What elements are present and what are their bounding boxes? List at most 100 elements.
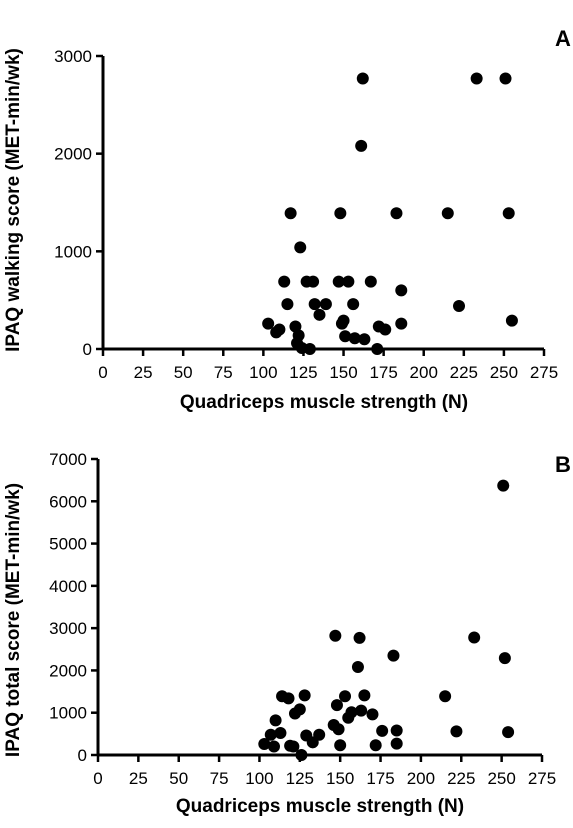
data-point: [502, 207, 515, 220]
data-point: [342, 275, 355, 288]
data-point: [319, 298, 332, 311]
data-point: [287, 740, 300, 753]
data-point: [282, 692, 295, 705]
data-point: [376, 724, 389, 737]
data-point: [308, 298, 321, 311]
y-axis-label-b: IPAQ total score (MET-min/wk): [3, 483, 24, 757]
data-point: [267, 740, 280, 753]
x-tick-label: 25: [134, 363, 153, 382]
data-point: [347, 298, 360, 311]
data-point: [355, 139, 368, 152]
x-tick-label: 275: [528, 769, 556, 788]
data-point: [292, 329, 305, 342]
x-axis-label-a: Quadriceps muscle strength (N): [180, 392, 468, 413]
data-point: [355, 704, 368, 717]
x-tick-label: 250: [490, 363, 518, 382]
y-tick-label: 1000: [49, 704, 87, 723]
data-point: [278, 275, 291, 288]
data-point: [345, 706, 358, 719]
data-point: [497, 479, 510, 492]
x-tick-label: 150: [329, 363, 357, 382]
y-tick-label: 5000: [49, 535, 87, 554]
data-point: [505, 314, 518, 327]
data-point: [358, 333, 371, 346]
data-point: [390, 737, 403, 750]
data-point: [313, 308, 326, 321]
panel-b: B IPAQ total score (MET-min/wk) Quadrice…: [3, 450, 571, 817]
y-tick-label: 3000: [54, 47, 92, 66]
y-tick-label: 6000: [49, 492, 87, 511]
panel-label-a: A: [555, 26, 571, 51]
data-point: [364, 275, 377, 288]
data-point: [371, 343, 384, 355]
data-point: [329, 629, 342, 642]
data-point: [453, 300, 466, 313]
data-point: [468, 631, 481, 644]
x-tick-label: 275: [530, 363, 558, 382]
data-point: [339, 690, 352, 703]
x-tick-label: 250: [487, 769, 515, 788]
data-point: [293, 703, 306, 716]
x-tick-label: 25: [129, 769, 148, 788]
data-point: [339, 330, 352, 343]
data-point: [269, 714, 282, 727]
data-point: [332, 275, 345, 288]
data-point: [274, 727, 287, 740]
data-point: [332, 723, 345, 736]
data-point: [264, 728, 277, 741]
data-point: [334, 207, 347, 220]
data-point: [298, 689, 311, 702]
y-tick-label: 4000: [49, 577, 87, 596]
data-point: [330, 699, 343, 712]
x-tick-label: 75: [214, 363, 233, 382]
data-point: [348, 332, 361, 345]
data-point: [303, 343, 316, 355]
data-point: [395, 317, 408, 330]
y-tick-label: 3000: [49, 619, 87, 638]
y-tick-label: 0: [83, 340, 92, 359]
data-point: [337, 314, 350, 327]
data-point: [470, 72, 483, 85]
panel-a: A IPAQ walking score (MET-min/wk) Quadri…: [3, 26, 571, 413]
x-tick-label: 150: [326, 769, 354, 788]
data-point: [281, 298, 294, 311]
data-point: [258, 738, 271, 751]
panel-label-b: B: [555, 452, 571, 477]
data-point: [379, 323, 392, 336]
data-point: [441, 207, 454, 220]
y-axis-label-a: IPAQ walking score (MET-min/wk): [3, 48, 24, 352]
data-point: [390, 724, 403, 737]
y-tick-label: 2000: [54, 145, 92, 164]
x-tick-label: 125: [289, 363, 317, 382]
y-tick-label: 7000: [49, 450, 87, 469]
data-point: [498, 652, 511, 665]
x-tick-label: 75: [210, 769, 229, 788]
x-tick-label: 50: [169, 769, 188, 788]
data-point: [358, 689, 371, 702]
data-point: [395, 284, 408, 297]
x-tick-label: 225: [447, 769, 475, 788]
data-point: [439, 690, 452, 703]
y-tick-label: 2000: [49, 661, 87, 680]
data-point: [351, 661, 364, 674]
data-point: [262, 317, 275, 330]
x-axis-label-b: Quadriceps muscle strength (N): [176, 796, 464, 817]
data-point: [390, 207, 403, 220]
data-point: [284, 207, 297, 220]
x-tick-label: 175: [369, 363, 397, 382]
data-point: [353, 631, 366, 644]
y-tick-label: 0: [78, 746, 87, 765]
x-tick-label: 200: [407, 769, 435, 788]
x-tick-label: 175: [366, 769, 394, 788]
data-point: [313, 728, 326, 741]
x-tick-label: 200: [410, 363, 438, 382]
data-point: [387, 649, 400, 662]
data-point: [356, 72, 369, 85]
y-tick-label: 1000: [54, 242, 92, 261]
data-point: [366, 708, 379, 721]
data-point: [295, 749, 308, 761]
x-tick-label: 0: [98, 363, 107, 382]
data-point: [307, 275, 320, 288]
data-point: [450, 725, 463, 738]
